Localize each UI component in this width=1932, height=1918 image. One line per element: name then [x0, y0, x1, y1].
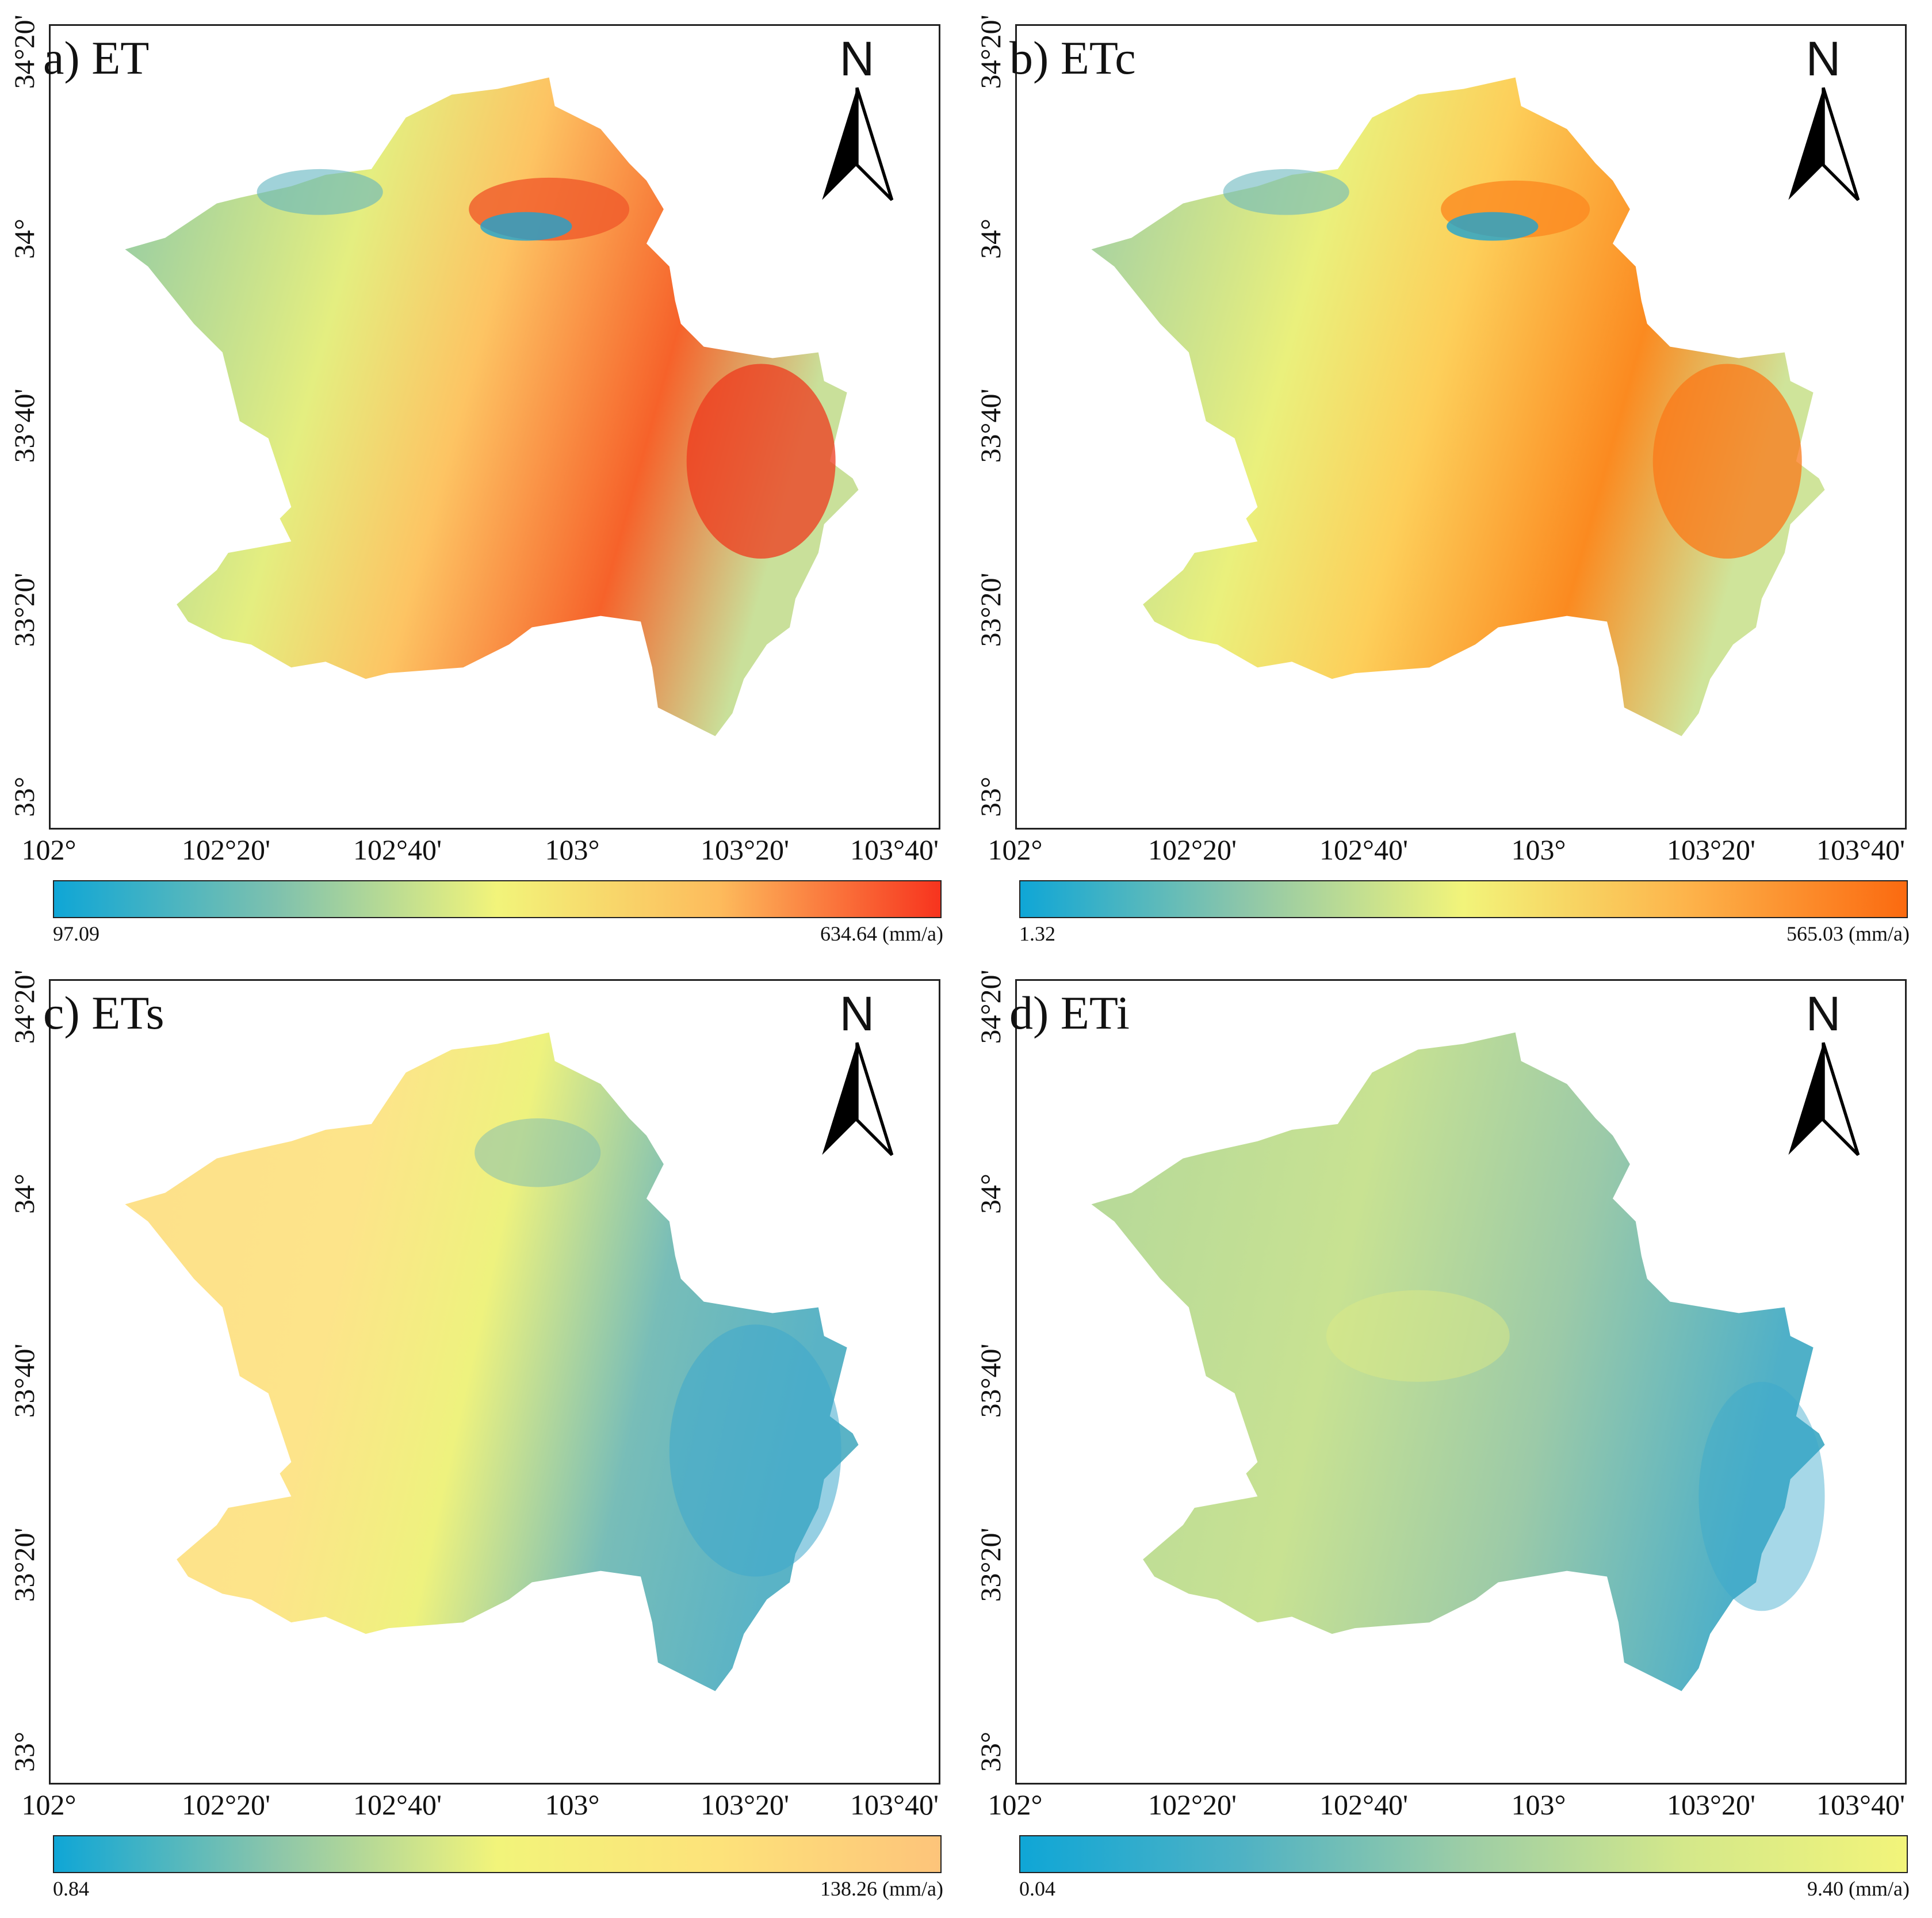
x-tick-label: 102°40': [353, 834, 442, 866]
color-legend-bar: [1019, 880, 1908, 918]
x-tick-label: 103°40': [850, 834, 939, 866]
y-tick-label: 33°20': [8, 572, 40, 647]
y-tick-label: 34°: [8, 1174, 40, 1214]
north-arrow: N: [1783, 35, 1864, 201]
map-panel-et: a) ET N 102° 102°20' 102°40' 103° 103°20…: [0, 0, 949, 945]
y-tick-label: 34°20': [974, 969, 1007, 1044]
map-panel-ets: c) ETs N 102° 102°20' 102°40' 103° 103°2…: [0, 955, 949, 1900]
x-tick-label: 102°40': [1319, 1789, 1409, 1821]
x-tick-label: 102°40': [1319, 834, 1409, 866]
north-arrow-icon: [1788, 1042, 1860, 1156]
x-tick-label: 103°: [1511, 1789, 1566, 1821]
legend-max-label: 565.03 (mm/a): [1786, 922, 1910, 945]
map-panel-etc: b) ETc N 102° 102°20' 102°40' 103° 103°2…: [966, 0, 1915, 945]
legend-max-label: 634.64 (mm/a): [820, 922, 943, 945]
panel-title: c) ETs: [43, 987, 164, 1039]
color-legend-bar: [53, 1835, 942, 1873]
x-tick-label: 102°: [21, 834, 76, 866]
x-tick-label: 103°: [1511, 834, 1566, 866]
north-arrow-icon: [822, 1042, 894, 1156]
eti-map: [1091, 1032, 1825, 1691]
x-tick-label: 103°20': [1666, 1789, 1756, 1821]
x-tick-label: 103°40': [1816, 834, 1906, 866]
x-tick-label: 102°20': [1147, 834, 1237, 866]
y-tick-label: 33°: [974, 777, 1007, 817]
y-tick-label: 33°: [8, 777, 40, 817]
panel-title: d) ETi: [1009, 987, 1130, 1039]
north-label: N: [1805, 987, 1841, 1041]
legend-min-label: 97.09: [53, 922, 100, 945]
y-tick-label: 34°20': [974, 14, 1007, 89]
map-frame: [49, 979, 940, 1785]
map-frame: [49, 24, 940, 830]
north-arrow-icon: [822, 87, 894, 201]
north-arrow: N: [817, 35, 897, 201]
x-tick-label: 102°: [988, 834, 1043, 866]
legend-max-label: 138.26 (mm/a): [820, 1877, 943, 1900]
north-arrow-icon: [1788, 87, 1860, 201]
x-tick-label: 103°20': [1666, 834, 1756, 866]
north-label: N: [839, 987, 875, 1041]
y-tick-label: 33°20': [8, 1527, 40, 1602]
north-label: N: [1805, 32, 1841, 86]
y-tick-label: 33°: [974, 1732, 1007, 1772]
y-tick-label: 33°40': [8, 1343, 40, 1418]
legend-max-label: 9.40 (mm/a): [1807, 1877, 1910, 1900]
panel-title: a) ET: [43, 32, 150, 84]
map-panel-eti: d) ETi N 102° 102°20' 102°40' 103° 103°2…: [966, 955, 1915, 1900]
x-tick-label: 103°40': [850, 1789, 939, 1821]
north-arrow: N: [817, 989, 897, 1156]
ets-map: [125, 1032, 859, 1691]
x-tick-label: 102°20': [181, 1789, 271, 1821]
map-frame: [1015, 979, 1907, 1785]
y-tick-label: 34°20': [8, 969, 40, 1044]
et-map: [125, 77, 859, 736]
color-legend-bar: [53, 880, 942, 918]
color-legend-bar: [1019, 1835, 1908, 1873]
x-tick-label: 102°: [21, 1789, 76, 1821]
legend-min-label: 0.04: [1019, 1877, 1055, 1900]
north-label: N: [839, 32, 875, 86]
y-tick-label: 33°: [8, 1732, 40, 1772]
x-tick-label: 102°: [988, 1789, 1043, 1821]
y-tick-label: 34°: [974, 1174, 1007, 1214]
y-tick-label: 34°: [974, 219, 1007, 259]
x-tick-label: 103°20': [700, 834, 790, 866]
x-tick-label: 103°40': [1816, 1789, 1906, 1821]
y-tick-label: 33°40': [974, 1343, 1007, 1418]
panel-title: b) ETc: [1009, 32, 1136, 84]
x-tick-label: 102°40': [353, 1789, 442, 1821]
x-tick-label: 102°20': [1147, 1789, 1237, 1821]
legend-min-label: 1.32: [1019, 922, 1055, 945]
y-tick-label: 34°: [8, 219, 40, 259]
x-tick-label: 103°20': [700, 1789, 790, 1821]
x-tick-label: 103°: [545, 834, 600, 866]
y-tick-label: 33°20': [974, 572, 1007, 647]
y-tick-label: 33°20': [974, 1527, 1007, 1602]
x-tick-label: 102°20': [181, 834, 271, 866]
y-tick-label: 33°40': [8, 388, 40, 463]
y-tick-label: 33°40': [974, 388, 1007, 463]
map-frame: [1015, 24, 1907, 830]
x-tick-label: 103°: [545, 1789, 600, 1821]
etc-map: [1091, 77, 1825, 736]
y-tick-label: 34°20': [8, 14, 40, 89]
legend-min-label: 0.84: [53, 1877, 89, 1900]
north-arrow: N: [1783, 989, 1864, 1156]
